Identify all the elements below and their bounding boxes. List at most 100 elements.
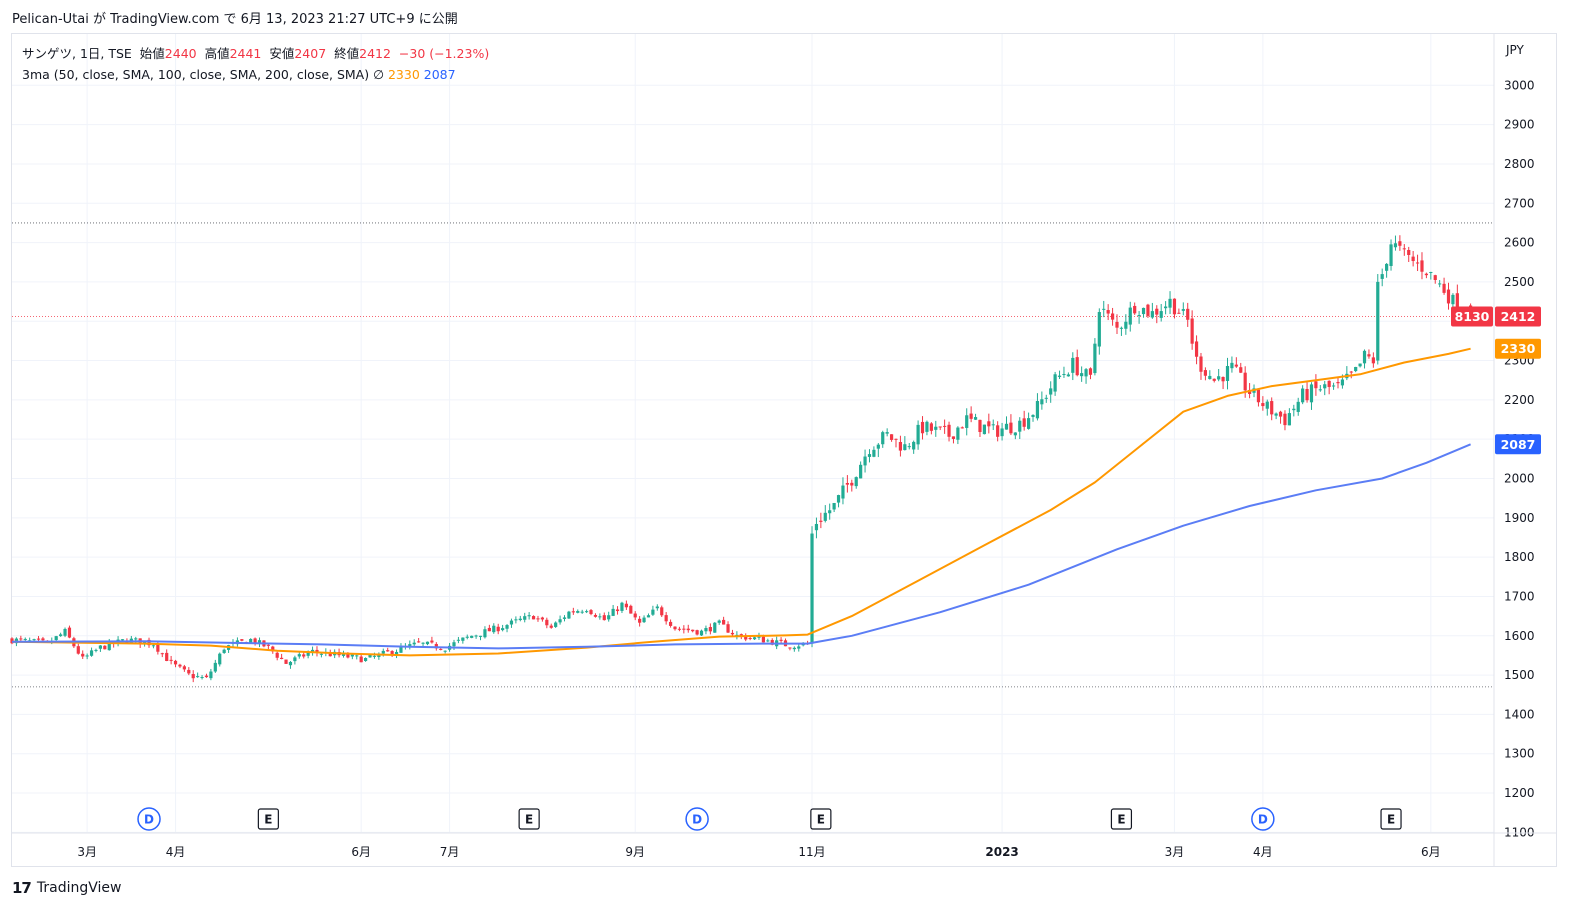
candle-body [713, 622, 717, 633]
candle-body [571, 611, 575, 613]
candle [1446, 282, 1451, 310]
candle [1203, 367, 1207, 381]
candle-body [1256, 389, 1261, 403]
candle [558, 615, 562, 625]
candle-body [518, 618, 522, 621]
candle [284, 659, 288, 664]
candle [1393, 235, 1398, 251]
candle-body [390, 651, 394, 655]
price-tick-label: 1500 [1504, 668, 1535, 682]
tradingview-logo-icon[interactable]: 17 [12, 879, 32, 897]
candle-body [934, 426, 938, 430]
candle-body [1415, 262, 1420, 264]
time-tick-label: 11月 [798, 845, 825, 859]
candle [514, 616, 518, 624]
candle [629, 604, 633, 614]
candle-body [527, 615, 531, 617]
candle [695, 629, 699, 636]
candle [668, 619, 673, 628]
candle [364, 657, 368, 662]
candle-body [956, 427, 960, 440]
earnings-marker[interactable]: E [810, 808, 832, 830]
candle-body [1053, 374, 1057, 392]
candle-body [531, 616, 536, 620]
candle [633, 611, 637, 621]
candle-body [381, 650, 385, 654]
candle [655, 604, 659, 611]
candle-body [470, 635, 474, 638]
earnings-marker[interactable]: E [1110, 808, 1133, 830]
candle-body [271, 646, 275, 652]
candle-body [1354, 366, 1358, 372]
candle-body [726, 624, 730, 633]
candle-body [478, 635, 483, 637]
candle-body [1066, 374, 1070, 377]
candle [562, 615, 567, 622]
candle-body [1164, 306, 1168, 309]
earnings-marker[interactable]: E [1380, 808, 1402, 830]
price-tick-label: 1400 [1504, 707, 1535, 721]
candle [925, 420, 929, 436]
candle [881, 430, 885, 448]
candle-body [611, 608, 615, 616]
candle-body [222, 649, 226, 653]
footer-brand[interactable]: TradingView [36, 880, 122, 896]
candle-body [850, 482, 854, 486]
candle [359, 654, 363, 663]
candle-body [204, 675, 209, 678]
eye-off-icon[interactable]: ∅ [373, 67, 384, 82]
candle-body [421, 642, 425, 644]
candle-body [412, 642, 416, 645]
candle [1199, 352, 1203, 380]
candle-body [1318, 389, 1322, 391]
dividend-marker[interactable]: D [685, 807, 709, 831]
publisher-name[interactable]: Pelican-Utai [12, 12, 89, 27]
earnings-marker[interactable]: E [257, 808, 279, 830]
candle [717, 619, 721, 625]
candle-body [562, 617, 567, 619]
candle-body [1177, 312, 1181, 314]
time-tick-label: 6月 [1421, 845, 1441, 859]
candle [1402, 244, 1406, 256]
candle-body [1212, 378, 1216, 381]
candle-body [1371, 357, 1375, 364]
earnings-marker[interactable]: E [518, 808, 540, 830]
candle [1040, 391, 1044, 410]
candle [1367, 349, 1371, 359]
footer: 17 TradingView [12, 879, 121, 897]
candle-body [854, 477, 858, 487]
candle [443, 650, 447, 654]
candle-body [748, 637, 752, 639]
candle-body [881, 432, 885, 445]
candle-body [1407, 249, 1411, 256]
candle [841, 477, 845, 505]
candle-body [280, 657, 284, 659]
candle-body [615, 609, 620, 612]
dividend-marker[interactable]: D [137, 807, 161, 831]
candle [810, 526, 814, 648]
candle [355, 654, 359, 660]
symbol-label[interactable]: サンゲツ, 1日, TSE [22, 46, 132, 61]
candle [1031, 414, 1035, 422]
candle [1159, 303, 1163, 322]
candle [859, 461, 863, 479]
dividend-marker[interactable]: D [1251, 807, 1275, 831]
candle-body [593, 614, 598, 617]
candle-body [1159, 311, 1163, 318]
indicator-label[interactable]: 3ma (50, close, SMA, 100, close, SMA, 20… [22, 67, 370, 82]
candle [280, 653, 284, 660]
candle-body [346, 654, 350, 658]
candle [1119, 326, 1124, 336]
candle [196, 672, 200, 678]
candle-body [487, 627, 491, 632]
candle [885, 428, 889, 437]
candle-body [275, 652, 279, 658]
candle-body [425, 641, 430, 645]
price-tick-label: 1800 [1504, 550, 1535, 564]
candle-body [797, 646, 801, 649]
candle-body [947, 424, 951, 437]
change-value: −30 (−1.23%) [398, 46, 490, 61]
candle [89, 647, 94, 657]
candle [1411, 251, 1415, 267]
